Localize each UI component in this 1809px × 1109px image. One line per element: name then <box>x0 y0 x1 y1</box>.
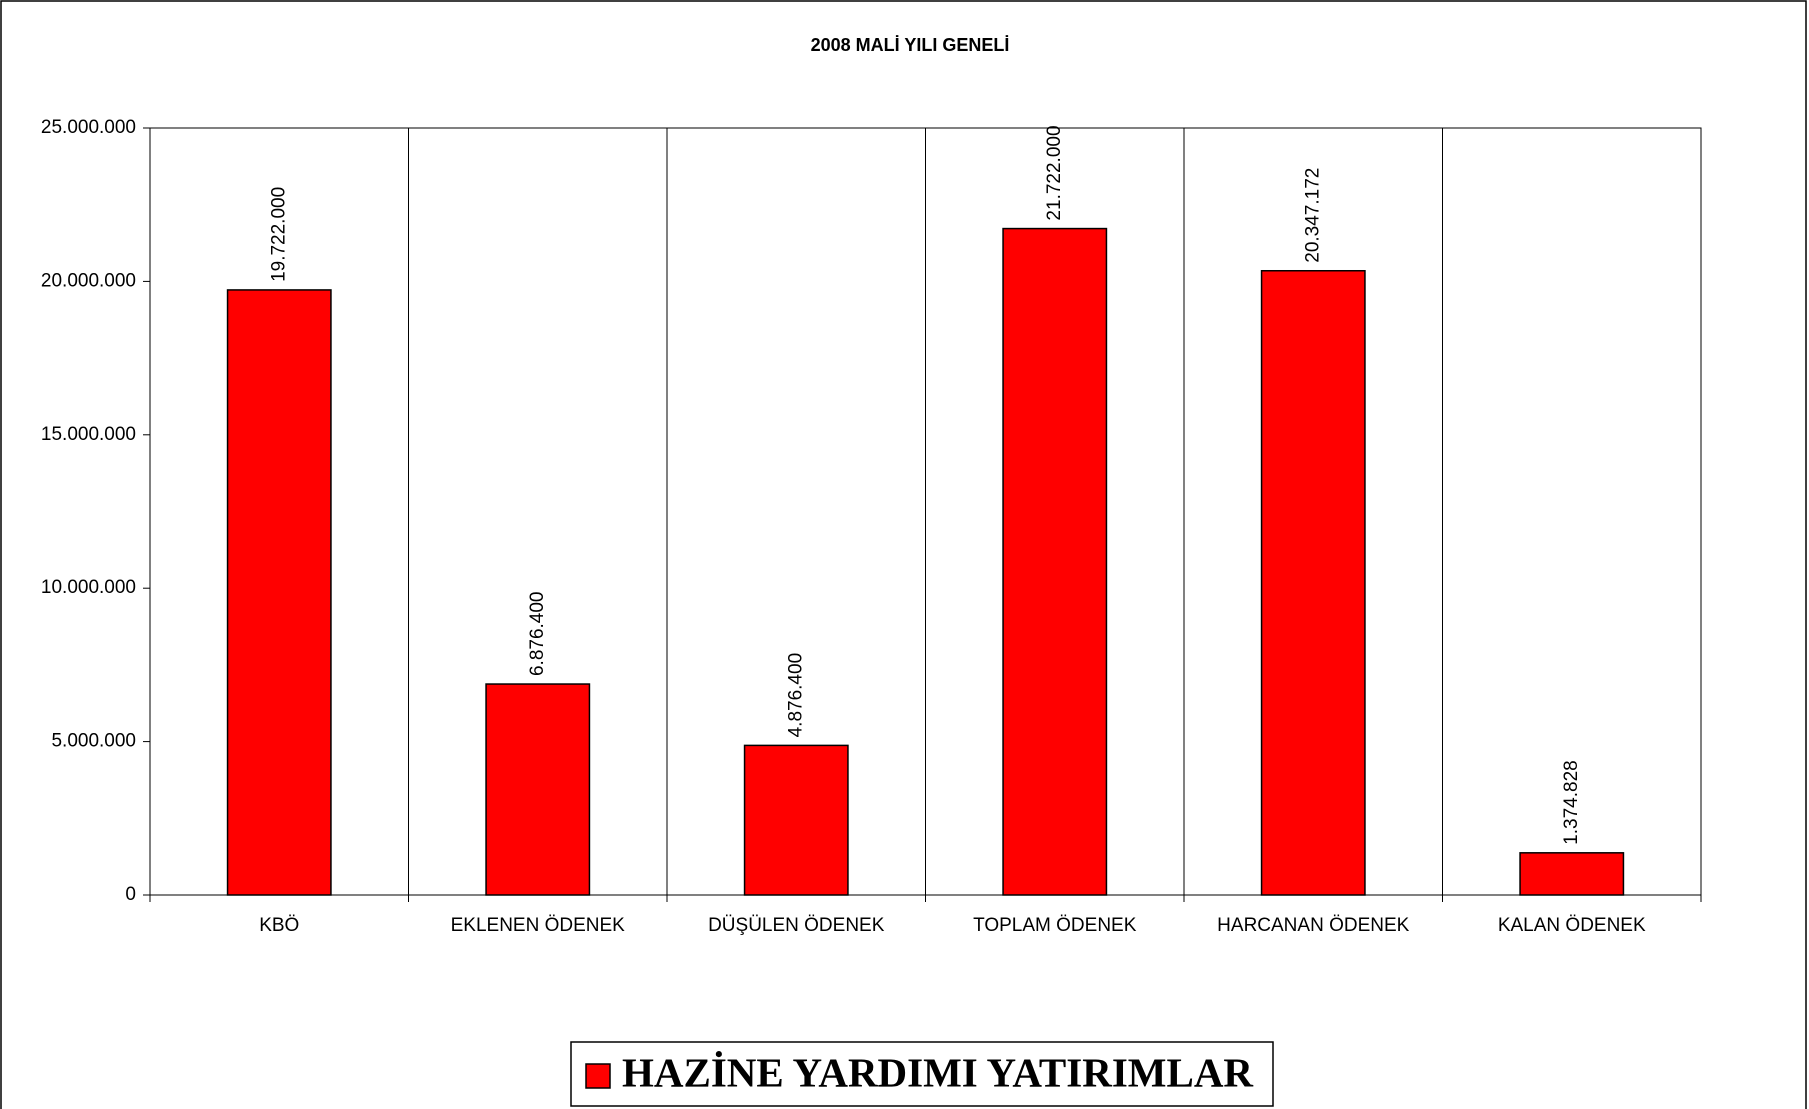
bar <box>1519 852 1625 896</box>
y-tick-label: 20.000.000 <box>41 270 136 291</box>
y-tick-label: 15.000.000 <box>41 424 136 445</box>
x-tick-label: TOPLAM ÖDENEK <box>973 915 1137 936</box>
data-label: 19.722.000 <box>268 187 289 282</box>
bar <box>1002 227 1108 896</box>
x-tick-label: HARCANAN ÖDENEK <box>1217 915 1409 936</box>
x-tick-label: KBÖ <box>259 915 299 936</box>
x-tick-label: KALAN ÖDENEK <box>1498 915 1646 936</box>
data-label: 21.722.000 <box>1044 125 1065 220</box>
y-tick-label: 5.000.000 <box>51 731 136 752</box>
bar <box>743 744 849 896</box>
y-tick-label: 25.000.000 <box>41 117 136 138</box>
bar <box>226 289 332 896</box>
bar <box>485 683 591 896</box>
data-label: 1.374.828 <box>1561 760 1582 845</box>
legend-swatch <box>585 1063 611 1089</box>
data-label: 20.347.172 <box>1302 168 1323 263</box>
legend <box>570 1041 1274 1107</box>
y-tick-label: 0 <box>125 884 136 905</box>
data-label: 6.876.400 <box>527 592 548 677</box>
y-tick-label: 10.000.000 <box>41 577 136 598</box>
data-label: 4.876.400 <box>785 653 806 738</box>
legend-label: HAZİNE YARDIMI YATIRIMLAR <box>622 1049 1253 1095</box>
x-tick-label: EKLENEN ÖDENEK <box>451 915 626 936</box>
bar <box>1260 269 1366 896</box>
chart-title: 2008 MALİ YILI GENELİ <box>811 35 1010 55</box>
x-tick-label: DÜŞÜLEN ÖDENEK <box>708 915 885 936</box>
